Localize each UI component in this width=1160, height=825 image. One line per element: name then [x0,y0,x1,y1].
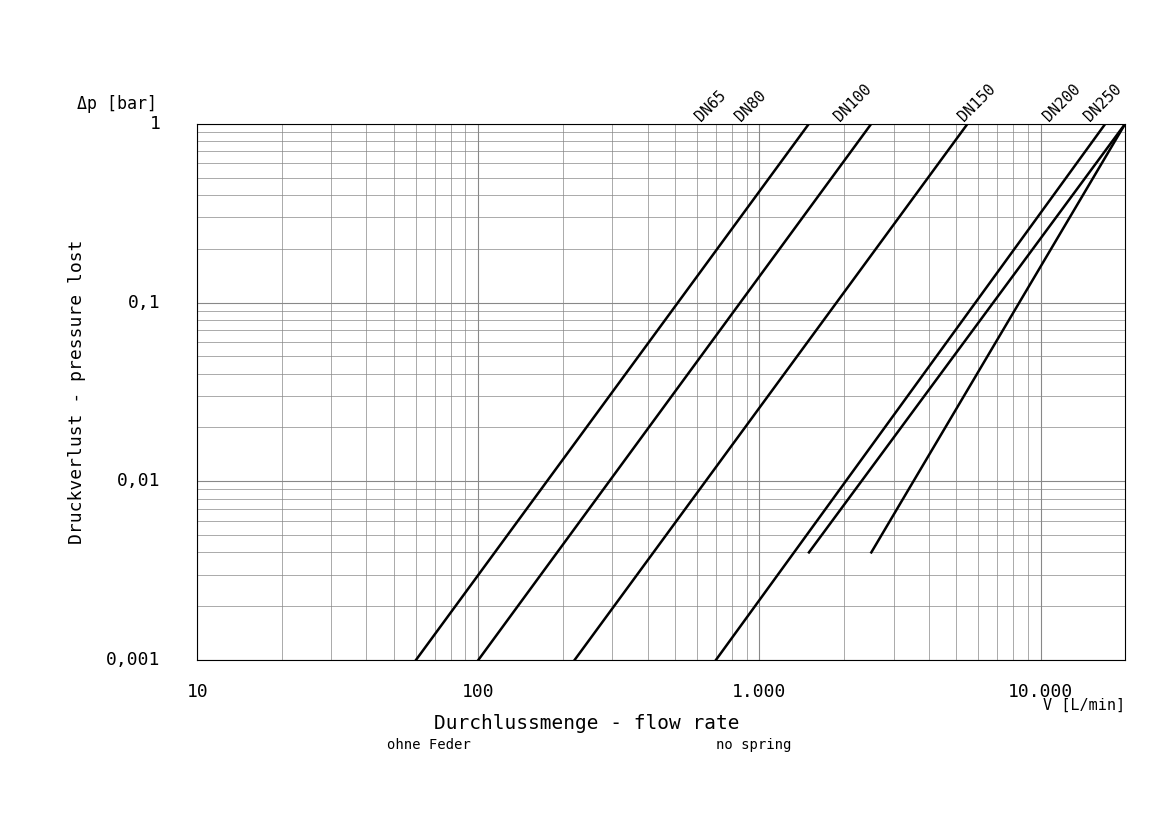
Text: DN200: DN200 [1041,81,1083,124]
Text: 0,1: 0,1 [128,294,160,312]
Text: 1: 1 [150,115,160,133]
Text: DN80: DN80 [732,87,769,124]
Text: 0,01: 0,01 [117,472,160,490]
Text: ohne Feder: ohne Feder [387,738,471,752]
Text: 10.000: 10.000 [1008,683,1073,701]
Text: DN250: DN250 [1081,81,1124,124]
Text: DN65: DN65 [693,87,730,124]
Text: V [L/min]: V [L/min] [1043,697,1125,713]
Text: 0,001: 0,001 [107,651,160,669]
Text: no spring: no spring [717,738,791,752]
Text: Δp [bar]: Δp [bar] [77,95,157,113]
Text: Druckverlust - pressure lost: Druckverlust - pressure lost [67,239,86,544]
Text: 10: 10 [187,683,208,701]
Text: DN100: DN100 [832,81,875,124]
Text: DN150: DN150 [956,81,999,124]
Text: 1.000: 1.000 [732,683,786,701]
Text: 100: 100 [462,683,494,701]
Text: Durchlussmenge - flow rate: Durchlussmenge - flow rate [434,714,740,733]
